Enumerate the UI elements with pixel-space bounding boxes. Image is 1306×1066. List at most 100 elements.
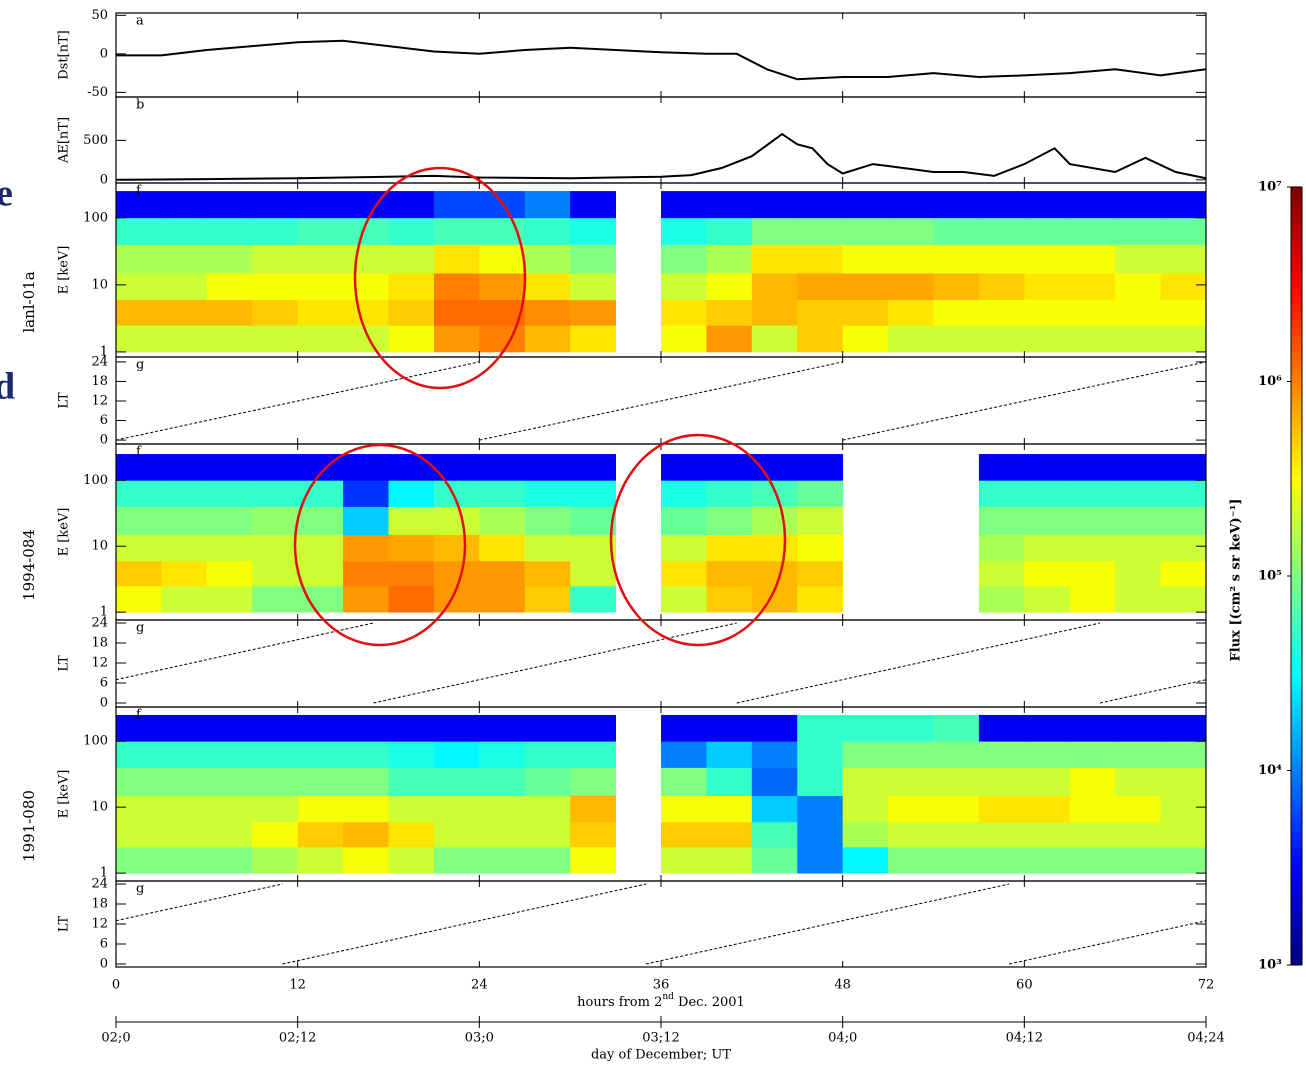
heatmap-cell [797, 300, 843, 326]
cropped-text: d [0, 366, 15, 408]
y-tick-label: 6 [100, 676, 108, 691]
colorbar-segment [1291, 296, 1302, 304]
colorbar-segment [1291, 615, 1302, 623]
heatmap-cell [252, 561, 298, 586]
heatmap-cell [1024, 191, 1070, 218]
heatmap-cell [706, 480, 752, 507]
heatmap-cell [1024, 244, 1070, 273]
heatmap-cell [979, 300, 1025, 326]
heatmap-cell [389, 480, 435, 507]
y-tick-label: 100 [83, 734, 108, 749]
panel-letter: g [136, 882, 144, 897]
colorbar-segment [1291, 677, 1302, 685]
heatmap-cell [570, 300, 616, 326]
heatmap-cell [161, 847, 207, 874]
heatmap-cell [752, 847, 798, 874]
colorbar-segment [1291, 949, 1302, 957]
heatmap-cell [389, 535, 435, 562]
heatmap-cell [298, 741, 344, 768]
heatmap-cell [161, 507, 207, 535]
x-tick-label: 0 [112, 978, 120, 993]
colorbar-segment [1291, 638, 1302, 646]
heatmap-cell [161, 244, 207, 273]
colorbar-segment [1291, 389, 1302, 397]
y-axis-label: E [keV] [57, 770, 72, 819]
heatmap-cell [1161, 191, 1207, 218]
heatmap-cell [1115, 218, 1161, 245]
panel-frame [116, 13, 1206, 97]
heatmap-cell [525, 300, 571, 326]
heatmap-cell [843, 191, 889, 218]
heatmap-cell [661, 244, 707, 273]
colorbar-segment [1291, 382, 1302, 390]
heatmap-cell [1115, 507, 1161, 535]
heatmap-cell [298, 507, 344, 535]
colorbar-segment [1291, 693, 1302, 701]
heatmap-cell [979, 535, 1025, 562]
colorbar-segment [1291, 420, 1302, 428]
heatmap-cell [706, 535, 752, 562]
heatmap-cell [1115, 454, 1161, 481]
panel-frame [116, 620, 1206, 707]
colorbar-segment [1291, 490, 1302, 498]
heatmap-cell [434, 535, 480, 562]
heatmap-cell [207, 767, 253, 795]
heatmap-cell [434, 218, 480, 245]
colorbar-segment [1291, 848, 1302, 856]
heatmap-cell [888, 822, 934, 847]
heatmap-cell [661, 325, 707, 352]
colorbar-segment [1291, 413, 1302, 421]
heatmap-cell [252, 191, 298, 218]
colorbar-segment [1291, 755, 1302, 763]
heatmap-cell [207, 796, 253, 823]
heatmap-cell [570, 507, 616, 535]
heatmap-cell [1070, 218, 1116, 245]
heatmap-cell [979, 191, 1025, 218]
heatmap-cell [161, 767, 207, 795]
heatmap-cell [343, 561, 389, 586]
heatmap-cell [343, 847, 389, 874]
heatmap-cell [570, 325, 616, 352]
heatmap-cell [252, 454, 298, 481]
colorbar-segment [1291, 475, 1302, 483]
colorbar-segment [1291, 887, 1302, 895]
heatmap-cell [1024, 300, 1070, 326]
heatmap-cell [525, 191, 571, 218]
satellite-label: 1994-084 [20, 529, 38, 601]
colorbar-segment [1291, 304, 1302, 312]
heatmap-cell [207, 325, 253, 352]
heatmap-cell [1070, 480, 1116, 507]
heatmap-cell [1070, 273, 1116, 300]
heatmap-cell [389, 244, 435, 273]
colorbar-segment [1291, 335, 1302, 343]
heatmap-cell [161, 741, 207, 768]
heatmap-cell [161, 300, 207, 326]
heatmap-cell [116, 300, 162, 326]
heatmap-cell [343, 454, 389, 481]
heatmap-cell [298, 325, 344, 352]
colorbar-segment [1291, 786, 1302, 794]
y-tick-label: 24 [91, 616, 108, 631]
colorbar-segment [1291, 724, 1302, 732]
heatmap-cell [570, 191, 616, 218]
heatmap-cell [1161, 586, 1207, 613]
heatmap-cell [252, 244, 298, 273]
heatmap-cell [570, 535, 616, 562]
colorbar-segment [1291, 700, 1302, 708]
heatmap-cell [1024, 454, 1070, 481]
heatmap-cell [934, 244, 980, 273]
colorbar-segment [1291, 903, 1302, 911]
heatmap-cell [979, 715, 1025, 742]
heatmap-cell [888, 325, 934, 352]
heatmap-cell [343, 191, 389, 218]
colorbar-segment [1291, 187, 1302, 195]
day-tick-label: 04;12 [1006, 1031, 1043, 1046]
heatmap-cell [661, 847, 707, 874]
y-axis-label: E [keV] [57, 508, 72, 557]
y-tick-label: 12 [91, 656, 108, 671]
colorbar-segment [1291, 560, 1302, 568]
heatmap-cell [298, 218, 344, 245]
colorbar-tick-label: 10⁴ [1258, 763, 1282, 778]
y-tick-label: 18 [91, 636, 108, 651]
colorbar-segment [1291, 607, 1302, 615]
